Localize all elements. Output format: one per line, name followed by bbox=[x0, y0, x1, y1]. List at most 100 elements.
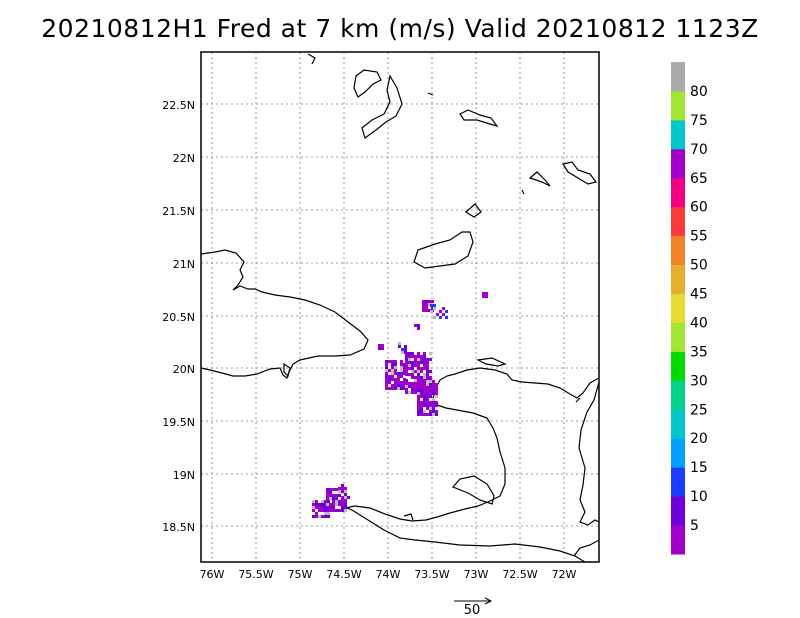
wind-speed-pixel bbox=[417, 364, 420, 367]
wind-speed-pixel bbox=[335, 509, 338, 512]
wind-speed-pixel bbox=[429, 370, 432, 373]
wind-speed-pixel bbox=[429, 352, 432, 355]
southern-peninsula-coast bbox=[339, 504, 586, 563]
wind-speed-pixel bbox=[397, 375, 400, 378]
colorbar-label: 5 bbox=[690, 518, 699, 534]
wind-speed-pixel bbox=[414, 364, 417, 367]
wind-speed-pixel bbox=[321, 500, 324, 503]
wind-speed-pixel bbox=[326, 491, 329, 494]
colorbar-label: 75 bbox=[690, 113, 708, 129]
wind-speed-pixel bbox=[400, 375, 403, 378]
colorbar-swatch bbox=[671, 264, 685, 295]
wind-speed-pixel bbox=[426, 361, 429, 364]
wind-speed-pixel bbox=[321, 509, 324, 512]
wind-speed-pixel bbox=[312, 509, 315, 512]
wind-speed-pixel bbox=[432, 410, 435, 413]
wind-speed-pixel bbox=[397, 372, 400, 375]
colorbar-swatch bbox=[671, 206, 685, 237]
wind-speed-pixel bbox=[338, 487, 341, 490]
wind-speed-pixel bbox=[426, 401, 429, 404]
lon-tick: 75W bbox=[288, 568, 313, 581]
wind-speed-pixel bbox=[423, 373, 426, 376]
islet-4 bbox=[575, 397, 581, 403]
wind-speed-pixel bbox=[411, 382, 414, 385]
wind-speed-pixel bbox=[435, 401, 438, 404]
lat-tick: 21.5N bbox=[162, 205, 195, 218]
wind-speed-pixel bbox=[391, 372, 394, 375]
wind-speed-pixel bbox=[411, 376, 414, 379]
wind-speed-pixel bbox=[378, 347, 381, 350]
wind-speed-pixel bbox=[338, 500, 341, 503]
lat-tick: 19.5N bbox=[162, 416, 195, 429]
wind-speed-pixel bbox=[312, 515, 315, 518]
wind-speed-pixel bbox=[400, 372, 403, 375]
colorbar-label: 15 bbox=[690, 460, 708, 476]
wind-speed-pixel bbox=[417, 398, 420, 401]
wind-speed-pixel bbox=[381, 347, 384, 350]
wind-speed-pixel bbox=[391, 360, 394, 363]
wind-speed-pixel bbox=[417, 361, 420, 364]
colorbar-swatch bbox=[671, 467, 685, 497]
wind-speed-pixel bbox=[423, 395, 426, 398]
wind-speed-pixel bbox=[436, 313, 439, 316]
wind-speed-pixel bbox=[312, 506, 315, 509]
wind-speed-pixel bbox=[423, 401, 426, 404]
map-border bbox=[200, 51, 600, 563]
wind-speed-pixel bbox=[385, 363, 388, 366]
wind-speed-pixel bbox=[341, 500, 344, 503]
wind-speed-pixel bbox=[439, 316, 442, 319]
lon-tick: 72.5W bbox=[502, 568, 537, 581]
cuba-bay bbox=[283, 362, 291, 378]
wind-speed-pixel bbox=[430, 310, 433, 313]
wind-speed-pixel bbox=[417, 376, 420, 379]
wind-speed-pixel bbox=[335, 494, 338, 497]
wind-speed-pixel bbox=[411, 367, 414, 370]
wind-speed-pixel bbox=[385, 360, 388, 363]
colorbar-label: 35 bbox=[690, 344, 708, 360]
wind-speed-pixel bbox=[397, 387, 400, 390]
wind-speed-pixel bbox=[417, 413, 420, 416]
wind-speed-pixel bbox=[439, 310, 442, 313]
wind-speed-pixel bbox=[385, 372, 388, 375]
wind-speed-pixel bbox=[423, 392, 426, 395]
wind-speed-pixel bbox=[423, 367, 426, 370]
wind-speed-pixel bbox=[433, 304, 436, 307]
wind-speed-pixel bbox=[423, 410, 426, 413]
wind-speed-pixel bbox=[425, 306, 428, 309]
wind-speed-pixel bbox=[404, 351, 407, 354]
wind-speed-pixel bbox=[324, 506, 327, 509]
wind-speed-pixel bbox=[420, 389, 423, 392]
wind-speed-pixel bbox=[423, 361, 426, 364]
wind-speed-pixel bbox=[417, 380, 420, 383]
wind-speed-pixel bbox=[344, 496, 347, 499]
wind-speed-pixel bbox=[429, 380, 432, 383]
wind-speed-pixel bbox=[403, 387, 406, 390]
wind-speed-pixel bbox=[431, 306, 434, 309]
colorbar-swatch bbox=[671, 62, 685, 92]
wind-speed-pixel bbox=[429, 392, 432, 395]
islet-1 bbox=[427, 92, 434, 96]
colorbar-swatch bbox=[671, 119, 685, 150]
wind-speed-pixel bbox=[394, 384, 397, 387]
wind-speed-pixel bbox=[426, 392, 429, 395]
wind-speed-pixel bbox=[432, 383, 435, 386]
wind-speed-pixel bbox=[405, 367, 408, 370]
wind-speed-pixel bbox=[432, 386, 435, 389]
wind-speed-pixel bbox=[445, 310, 448, 313]
wind-speed-pixel bbox=[425, 303, 428, 306]
wind-speed-pixel bbox=[423, 364, 426, 367]
wind-speed-pixel bbox=[324, 512, 327, 515]
wind-speed-pixel bbox=[394, 381, 397, 384]
wind-speed-pixel bbox=[429, 386, 432, 389]
wind-speed-pixel bbox=[329, 488, 332, 491]
little-inagua-island bbox=[465, 203, 482, 218]
wind-speed-pixel bbox=[401, 351, 404, 354]
wind-speed-pixel bbox=[405, 355, 408, 358]
wind-speed-pixel bbox=[432, 389, 435, 392]
wind-speed-pixel bbox=[324, 500, 327, 503]
wind-speed-pixel bbox=[332, 500, 335, 503]
wind-speed-pixel bbox=[417, 355, 420, 358]
wind-speed-pixel bbox=[404, 348, 407, 351]
wind-speed-pixel bbox=[391, 375, 394, 378]
